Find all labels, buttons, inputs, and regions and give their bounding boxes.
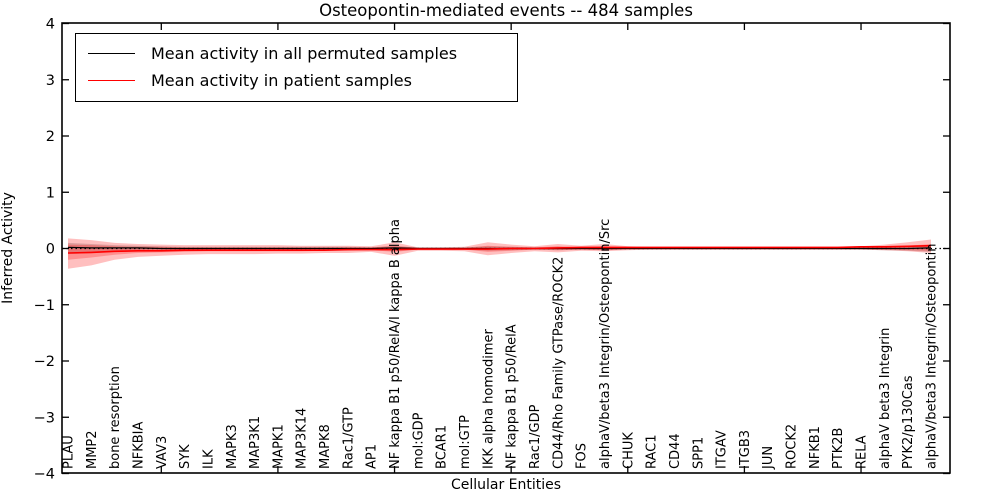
x-category-label: MAP3K1 (248, 416, 263, 469)
y-tick-label: −2 (34, 354, 55, 370)
x-category-label: NF kappa B1 p50/RelA/I kappa B alpha (388, 219, 403, 469)
x-category-label: mol:GDP (411, 412, 426, 469)
x-category-label: ROCK2 (785, 424, 800, 469)
patient-confidence-band-outer (68, 238, 931, 269)
x-category-label: CHUK (621, 432, 636, 469)
x-category-label: NF kappa B1 p50/RelA (505, 324, 520, 469)
y-axis-label: Inferred Activity (0, 192, 16, 304)
chart-title: Osteopontin-mediated events -- 484 sampl… (319, 1, 693, 20)
x-category-label: PTK2B (831, 428, 846, 470)
x-category-label: SYK (178, 444, 193, 469)
y-tick-label: −3 (34, 410, 55, 426)
x-category-label: ITGB3 (738, 430, 753, 469)
y-tick-label: 2 (46, 129, 55, 145)
x-category-label: MAPK3 (225, 424, 240, 469)
x-category-label: CD44 (668, 433, 683, 469)
y-tick-label: −1 (34, 298, 55, 314)
x-category-label: RELA (855, 435, 870, 469)
x-axis-label: Cellular Entities (450, 477, 562, 493)
x-category-label: RAC1 (645, 434, 660, 469)
legend-line-swatch (88, 53, 135, 54)
x-category-label: JUN (761, 446, 776, 470)
y-tick-label: 1 (46, 185, 55, 201)
patient-mean-line (67, 244, 932, 254)
legend: Mean activity in all permuted samples Mea… (75, 33, 518, 102)
x-category-label: NFKB1 (808, 426, 823, 469)
x-category-label: IKK alpha homodimer (481, 328, 496, 469)
x-category-label: Rac1/GDP (528, 404, 543, 469)
x-category-label: VAV3 (155, 436, 170, 469)
x-category-label: alphaV beta3 Integrin (878, 328, 893, 469)
x-category-label: MAPK8 (318, 424, 333, 469)
x-category-label: bone resorption (108, 366, 123, 469)
legend-entry: Mean activity in all permuted samples (88, 40, 507, 67)
x-category-label: NFKBIA (131, 422, 146, 469)
x-category-label: ITGAV (715, 430, 730, 469)
legend-label: Mean activity in patient samples (151, 71, 412, 90)
y-tick-label: 4 (46, 17, 55, 33)
x-category-label: PLAU (62, 435, 77, 469)
y-tick-label: −4 (34, 467, 55, 483)
x-category-label: CD44/Rho Family GTPase/ROCK2 (551, 257, 566, 469)
legend-line-swatch (88, 80, 135, 81)
x-category-label: SPP1 (691, 437, 706, 469)
x-category-label: FOS (575, 443, 590, 469)
x-category-label: PYK2/p130Cas (901, 375, 916, 469)
y-tick-label: 0 (46, 242, 55, 258)
x-category-label: AP1 (365, 444, 380, 469)
x-category-label: BCAR1 (435, 425, 450, 469)
legend-entry: Mean activity in patient samples (88, 67, 507, 94)
x-category-label: mol:GTP (458, 415, 473, 469)
x-category-label: Rac1/GTP (341, 407, 356, 469)
y-tick-label: 3 (46, 73, 55, 89)
x-category-label: alphaV/beta3 Integrin/Osteopontin (925, 244, 940, 469)
x-category-label: ILK (201, 449, 216, 469)
x-category-label: alphaV/beta3 Integrin/Osteopontin/Src (598, 219, 613, 469)
x-category-label: MAPK1 (271, 424, 286, 469)
legend-label: Mean activity in all permuted samples (151, 44, 458, 63)
x-category-label: MMP2 (85, 430, 100, 469)
x-category-label: MAP3K14 (295, 408, 310, 469)
